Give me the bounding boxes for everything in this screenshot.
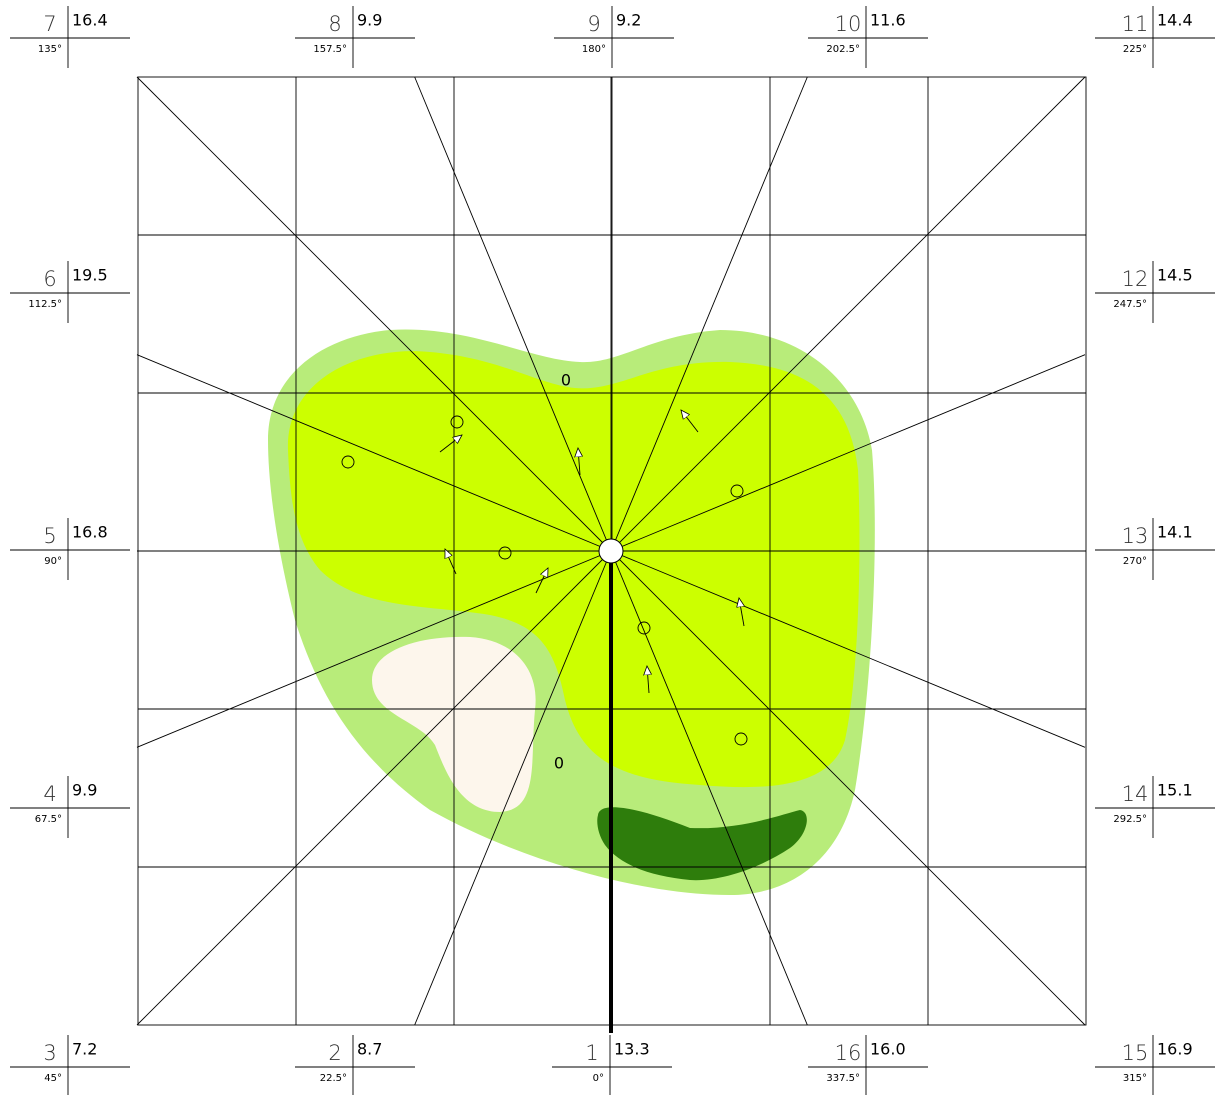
ball-marker	[730, 484, 744, 498]
direction-angle: 45°	[44, 1073, 62, 1084]
slope-arrow	[647, 666, 649, 694]
direction-number: 7	[43, 12, 56, 36]
direction-value: 14.4	[1157, 11, 1193, 30]
ball-marker	[341, 455, 355, 469]
direction-number: 8	[328, 12, 341, 36]
direction-number: 3	[43, 1041, 56, 1065]
radial-line	[610, 76, 1086, 552]
slope-arrow	[439, 435, 462, 453]
direction-value: 16.8	[72, 523, 108, 542]
direction-number: 14	[1122, 782, 1149, 806]
direction-angle: 337.5°	[826, 1073, 860, 1084]
radial-line	[414, 550, 612, 1026]
direction-labels: 1 13.3 0° 2 8.7 22.5° 3 7.2 45° 4 9.9 67.5° 5 16.8 90°…	[10, 6, 1215, 1095]
direction-angle: 270°	[1123, 556, 1147, 567]
zero-label: 0	[554, 754, 564, 773]
direction-value: 16.0	[870, 1040, 906, 1059]
direction-angle: 315°	[1123, 1073, 1147, 1084]
direction-value: 8.7	[357, 1040, 382, 1059]
slope-area	[597, 807, 807, 881]
radial-line	[136, 550, 612, 748]
direction-value: 14.1	[1157, 523, 1193, 542]
direction-value: 13.3	[614, 1040, 650, 1059]
radial-line	[136, 354, 612, 552]
direction-number: 5	[43, 524, 56, 548]
radial-line	[610, 76, 808, 552]
direction-angle: 292.5°	[1113, 814, 1147, 825]
zero-label: 0	[561, 371, 571, 390]
green-shapes	[268, 329, 875, 895]
marks	[341, 410, 748, 746]
radial-line	[610, 550, 1086, 748]
direction-angle: 247.5°	[1113, 299, 1147, 310]
direction-number: 11	[1122, 12, 1149, 36]
direction-angle: 0°	[593, 1073, 604, 1084]
direction-angle: 225°	[1123, 44, 1147, 55]
ball-marker	[450, 415, 464, 429]
radial-line	[610, 550, 808, 1026]
direction-angle: 157.5°	[313, 44, 347, 55]
direction-number: 1	[585, 1041, 598, 1065]
ball-marker	[734, 732, 748, 746]
direction-number: 10	[835, 12, 862, 36]
direction-number: 13	[1122, 524, 1149, 548]
direction-value: 9.2	[616, 11, 641, 30]
direction-value: 16.4	[72, 11, 108, 30]
slope-arrow	[578, 448, 580, 476]
direction-value: 7.2	[72, 1040, 97, 1059]
direction-angle: 180°	[582, 44, 606, 55]
direction-value: 19.5	[72, 266, 108, 285]
radial-line	[136, 76, 612, 552]
slope-arrow	[535, 568, 548, 594]
radial-line	[610, 550, 1086, 1026]
direction-value: 9.9	[72, 781, 97, 800]
direction-angle: 67.5°	[35, 814, 62, 825]
direction-number: 15	[1122, 1041, 1149, 1065]
radial-line	[136, 550, 612, 1026]
direction-value: 11.6	[870, 11, 906, 30]
slope-arrow	[681, 410, 699, 433]
radial-line	[610, 354, 1086, 552]
direction-value: 16.9	[1157, 1040, 1193, 1059]
slope-arrow	[739, 598, 744, 627]
ball-marker	[498, 546, 512, 560]
direction-angle: 22.5°	[320, 1073, 347, 1084]
direction-value: 15.1	[1157, 781, 1193, 800]
direction-number: 12	[1122, 267, 1149, 291]
direction-number: 6	[43, 267, 56, 291]
green-inner	[287, 351, 860, 788]
direction-angle: 90°	[44, 556, 62, 567]
direction-number: 4	[43, 782, 56, 806]
direction-number: 16	[835, 1041, 862, 1065]
direction-value: 14.5	[1157, 266, 1193, 285]
direction-angle: 135°	[38, 44, 62, 55]
direction-number: 9	[587, 12, 600, 36]
grid	[136, 76, 1087, 1026]
direction-value: 9.9	[357, 11, 382, 30]
direction-angle: 202.5°	[826, 44, 860, 55]
ball-marker	[637, 621, 651, 635]
slope-arrow	[445, 549, 457, 575]
hole	[598, 538, 624, 564]
direction-number: 2	[328, 1041, 341, 1065]
direction-angle: 112.5°	[28, 299, 62, 310]
radial-line	[414, 76, 612, 552]
